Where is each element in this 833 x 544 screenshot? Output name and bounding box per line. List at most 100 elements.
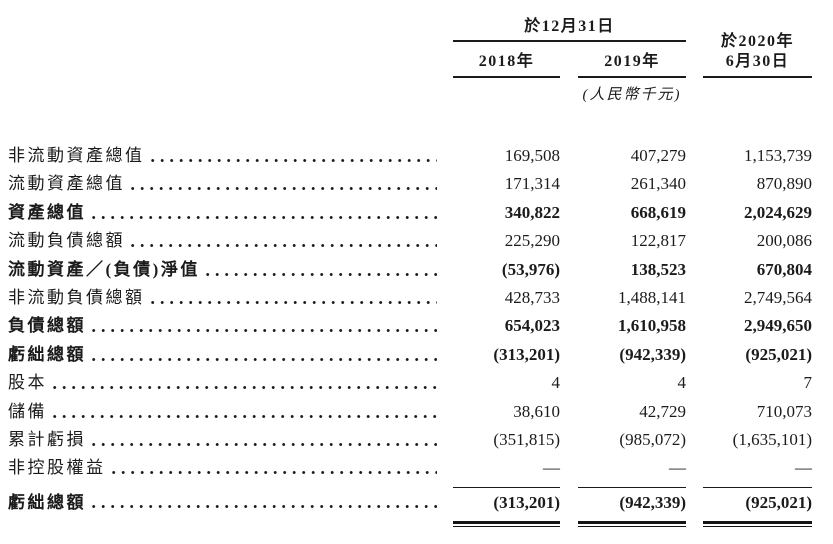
row-value-2019: 138,523 [630, 259, 686, 279]
row-label-cell: 流動負債總額 [8, 227, 453, 256]
row-label-cell: 負債總額 [8, 312, 453, 341]
table-header-unit-row: (人民幣千元) [8, 78, 812, 109]
row-value-2018: 428,733 [504, 287, 560, 307]
total-double-rule-row [8, 520, 812, 528]
row-value-2019: 1,610,958 [618, 316, 686, 336]
dot-leader [89, 487, 437, 518]
row-label: 資產總值 [8, 202, 86, 222]
row-value-2018: (351,815) [493, 429, 560, 449]
total-label-cell: 虧絀總額 [8, 487, 453, 518]
subtotal-rule-2018 [453, 486, 560, 488]
row-value-2018: 38,610 [513, 401, 560, 421]
row-label: 非流動負債總額 [8, 287, 145, 307]
row-value-2018: 654,023 [504, 316, 560, 336]
table-row: 流動負債總額 225,290 122,817 200,086 [8, 227, 812, 256]
row-label-cell: 非流動負債總額 [8, 283, 453, 313]
table-row: 流動資產／(負債)淨值 (53,976) 138,523 670,804 [8, 255, 812, 284]
column-header-2018: 2018年 [453, 42, 560, 78]
total-double-rule-2018 [453, 520, 560, 528]
dot-leader [108, 454, 437, 483]
row-value-2018: (313,201) [493, 492, 560, 512]
dot-leader [50, 369, 437, 398]
row-label: 虧絀總額 [8, 344, 86, 364]
row-value-2020-jun30: 2,949,650 [744, 316, 812, 336]
row-value-2018: 225,290 [504, 231, 560, 251]
table-row: 累計虧損 (351,815) (985,072) (1,635,101) [8, 425, 812, 455]
row-value-2020-jun30: 7 [803, 373, 813, 393]
total-double-rule-2019 [578, 520, 686, 528]
row-label: 流動資產／(負債)淨值 [8, 259, 200, 279]
column-header-jun30: 6月30日 [703, 42, 812, 78]
row-label: 流動資產總值 [8, 174, 125, 194]
row-value-2019: (942,339) [619, 344, 686, 364]
table-row: 非流動資產總值 169,508 407,279 1,153,739 [8, 142, 812, 171]
row-label: 股本 [8, 373, 47, 393]
row-label: 儲備 [8, 401, 47, 421]
subtotal-rule-row [8, 486, 812, 488]
row-value-2020-jun30: 2,749,564 [744, 287, 812, 307]
header-spacer [8, 78, 453, 109]
row-value-2020-jun30: 1,153,739 [744, 146, 812, 165]
dot-leader [128, 227, 437, 256]
total-deficit-row: 虧絀總額 (313,201) (942,339) (925,021) [8, 487, 812, 518]
row-label-cell: 非流動資產總值 [8, 142, 453, 171]
subtotal-rule-2020 [703, 486, 812, 488]
dot-leader [89, 340, 437, 370]
row-label-cell: 股本 [8, 369, 453, 398]
row-label: 虧絀總額 [8, 492, 86, 512]
column-header-2020-year: 於2020年 [703, 27, 812, 51]
row-label: 非控股權益 [8, 458, 106, 478]
table-row: 非控股權益 — — — [8, 454, 812, 483]
dot-leader [202, 255, 437, 284]
row-value-2020-jun30: 200,086 [756, 231, 812, 251]
table-header-year-row: 2018年 2019年 6月30日 [8, 42, 812, 78]
row-value-2020-jun30: (1,635,101) [732, 429, 812, 449]
currency-unit-note: (人民幣千元) [582, 87, 682, 103]
subtotal-rule-2019 [578, 486, 686, 488]
row-value-2020-jun30: 710,073 [756, 401, 812, 421]
dot-leader [128, 170, 437, 199]
row-value-2020-jun30: 2,024,629 [744, 202, 812, 222]
row-value-2018: 171,314 [504, 174, 560, 194]
row-value-2018: 169,508 [504, 146, 560, 165]
table-body: 非流動資產總值 169,508 407,279 1,153,739 流動資產總值… [8, 142, 812, 483]
row-value-2018: (53,976) [501, 259, 560, 279]
row-value-2018: 4 [551, 373, 561, 393]
row-value-2019: — [669, 458, 686, 478]
header-spacer [703, 78, 812, 109]
rule-spacer [8, 521, 453, 528]
row-label: 負債總額 [8, 316, 86, 336]
table-row: 儲備 38,610 42,729 710,073 [8, 397, 812, 426]
table-row: 虧絀總額 (313,201) (942,339) (925,021) [8, 340, 812, 370]
dot-leader [89, 312, 437, 341]
row-value-2019: 1,488,141 [618, 287, 686, 307]
dot-leader [147, 142, 437, 171]
table-row: 股本 4 4 7 [8, 369, 813, 398]
row-value-2020-jun30: — [795, 458, 812, 478]
column-header-2020-year-label: 於2020年 [720, 33, 794, 50]
column-header-2019: 2019年 [578, 42, 686, 78]
row-value-2019: 122,817 [630, 231, 686, 251]
row-value-2020-jun30: (925,021) [745, 344, 812, 364]
row-value-2019: 42,729 [639, 401, 686, 421]
row-label: 累計虧損 [8, 429, 86, 449]
row-value-2020-jun30: 670,804 [756, 259, 812, 279]
dot-leader [89, 198, 437, 228]
dot-leader [147, 283, 437, 313]
row-value-2019: (942,339) [619, 492, 686, 512]
row-value-2019: 668,619 [630, 202, 686, 222]
row-label-cell: 流動資產／(負債)淨值 [8, 255, 453, 284]
table-row: 負債總額 654,023 1,610,958 2,949,650 [8, 312, 812, 341]
table-row: 非流動負債總額 428,733 1,488,141 2,749,564 [8, 283, 812, 313]
row-label-cell: 資產總值 [8, 198, 453, 228]
row-label-cell: 流動資產總值 [8, 170, 453, 199]
table-row: 資產總值 340,822 668,619 2,024,629 [8, 198, 812, 228]
row-value-2018: 340,822 [504, 202, 560, 222]
row-value-2019: (985,072) [619, 429, 686, 449]
dot-leader [50, 397, 437, 426]
header-spacer [8, 42, 453, 78]
row-label: 非流動資產總值 [8, 146, 145, 165]
row-label-cell: 累計虧損 [8, 425, 453, 455]
row-value-2019: 4 [677, 373, 687, 393]
header-spacer [453, 78, 560, 109]
